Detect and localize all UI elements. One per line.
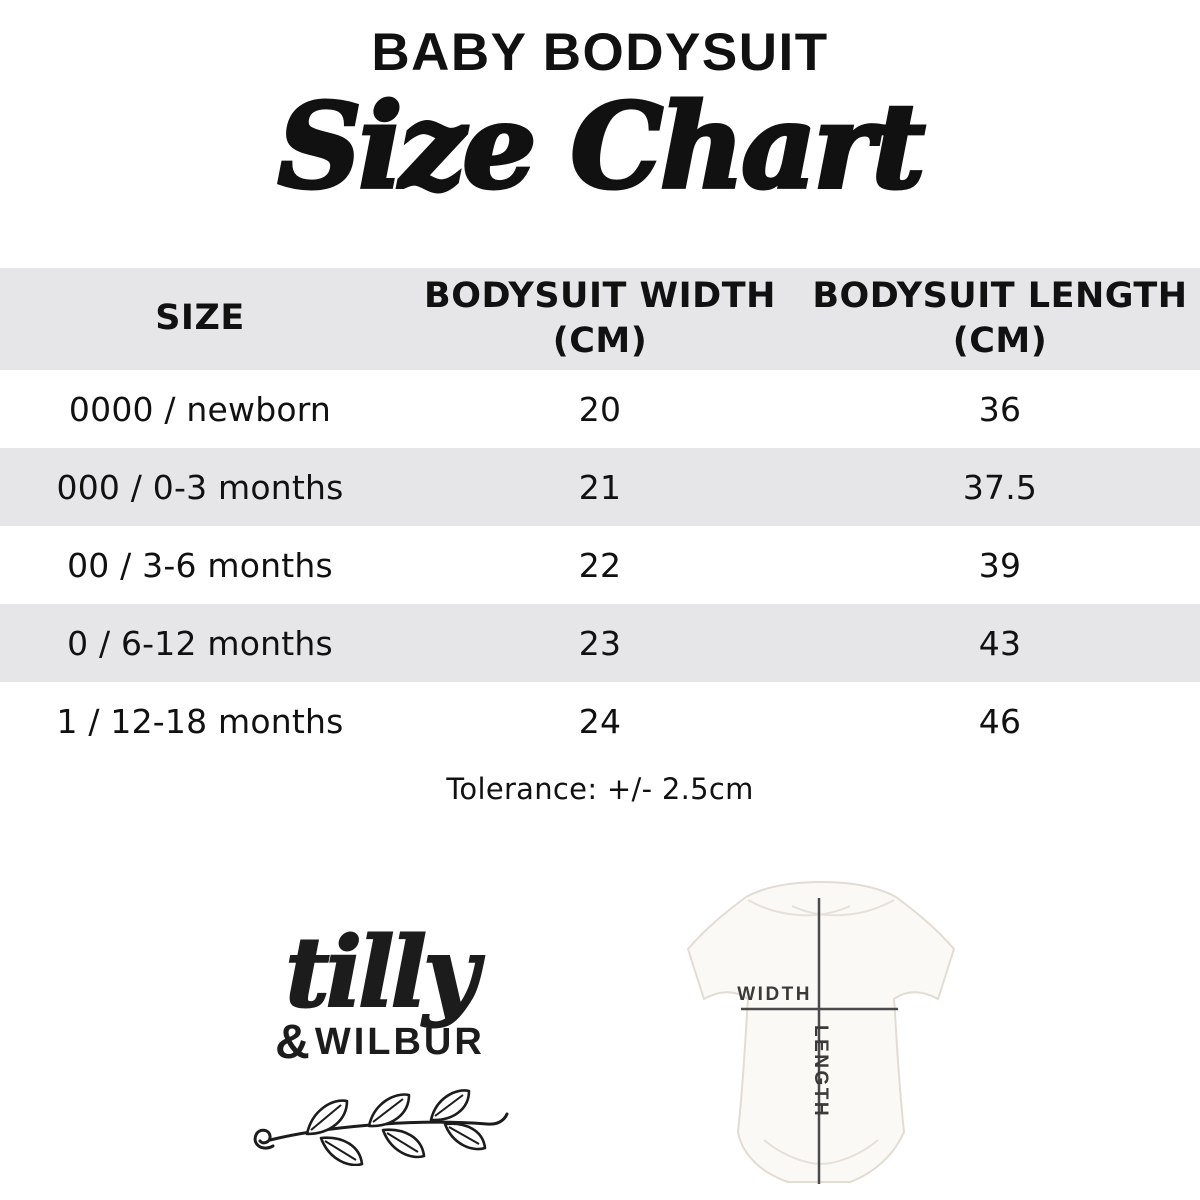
length-cell: 36 xyxy=(978,389,1022,429)
size-cell: 1 / 12-18 months xyxy=(56,701,344,741)
size-cell: 0000 / newborn xyxy=(68,389,332,429)
brand-name-caps: & WILBUR xyxy=(235,1015,525,1070)
width-cell: 21 xyxy=(578,467,622,507)
width-cell: 20 xyxy=(578,389,622,429)
bodysuit-outline xyxy=(686,880,956,1183)
length-cell: 39 xyxy=(978,545,1022,585)
length-label: LENGTH xyxy=(810,1025,831,1118)
size-cell: 000 / 0-3 months xyxy=(56,467,344,507)
table-row: 0 / 6-12 months 23 43 xyxy=(0,604,1200,682)
table-row: 00 / 3-6 months 22 39 xyxy=(0,526,1200,604)
length-cell: 43 xyxy=(978,623,1022,663)
width-cell: 24 xyxy=(578,701,622,741)
table-row: 1 / 12-18 months 24 46 xyxy=(0,682,1200,760)
size-table-header-row: SIZE BODYSUIT WIDTH (CM) BODYSUIT LENGTH… xyxy=(0,268,1200,370)
column-header-size: SIZE xyxy=(155,298,245,339)
size-cell: 0 / 6-12 months xyxy=(67,623,333,663)
laurel-branch-icon xyxy=(253,1089,509,1166)
column-header-width: BODYSUIT WIDTH (CM) xyxy=(424,275,776,362)
table-row: 000 / 0-3 months 21 37.5 xyxy=(0,448,1200,526)
ampersand: & xyxy=(275,1016,313,1069)
length-cell: 46 xyxy=(978,701,1022,741)
width-cell: 23 xyxy=(578,623,622,663)
brand-name-script: tilly xyxy=(284,916,480,1029)
length-cell: 37.5 xyxy=(962,467,1038,507)
page-subtitle: Size Chart xyxy=(276,77,927,217)
table-row: 0000 / newborn 20 36 xyxy=(0,370,1200,448)
size-cell: 00 / 3-6 months xyxy=(67,545,333,585)
brand-logo: tilly & WILBUR xyxy=(235,916,525,1166)
brand-name-wilbur: WILBUR xyxy=(314,1021,485,1063)
width-cell: 22 xyxy=(578,545,622,585)
page-title: BABY BODYSUIT xyxy=(371,23,829,82)
column-header-length: BODYSUIT LENGTH (CM) xyxy=(812,275,1188,362)
tolerance-note: Tolerance: +/- 2.5cm xyxy=(446,772,754,806)
width-label: WIDTH xyxy=(737,984,812,1005)
bodysuit-diagram: WIDTH LENGTH xyxy=(686,880,956,1184)
size-table: SIZE BODYSUIT WIDTH (CM) BODYSUIT LENGTH… xyxy=(0,268,1200,760)
